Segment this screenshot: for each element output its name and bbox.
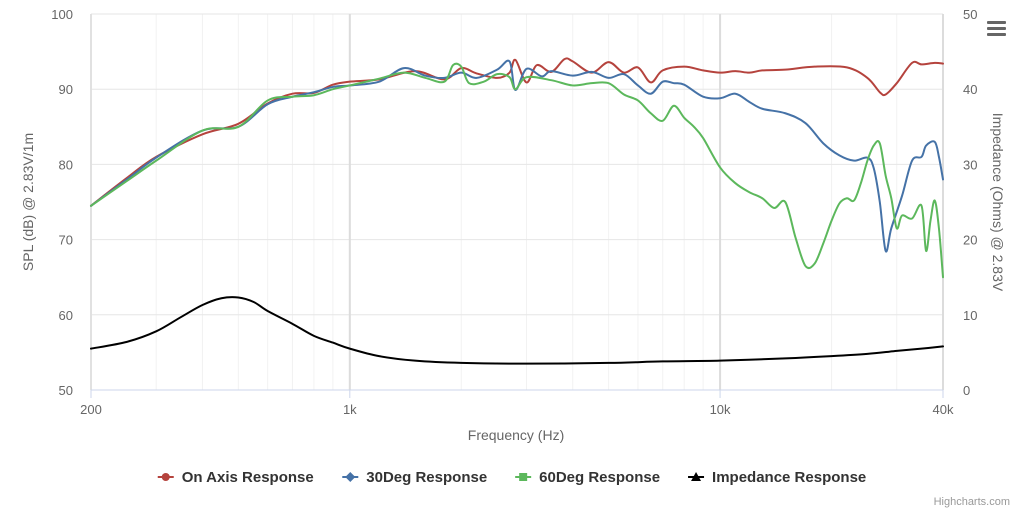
x-axis-ticks: 200 1k 10k 40k [80,390,954,417]
hamburger-icon [987,21,1006,36]
y2-tick-label: 20 [963,233,977,248]
x-tick-label: 10k [710,402,731,417]
x-tick-label: 1k [343,402,357,417]
legend-marker-square [519,473,528,481]
legend-marker-diamond [345,472,356,482]
legend-label: 30Deg Response [366,469,487,486]
legend-item[interactable]: 60Deg Response [515,469,660,486]
y2-axis-tick-labels: 0 10 20 30 40 50 [963,7,977,398]
y2-tick-label: 40 [963,82,977,97]
x-tick-label: 200 [80,402,102,417]
y-tick-label: 60 [59,308,73,323]
series-line-3 [90,296,944,365]
y2-tick-label: 0 [963,383,970,398]
y-tick-label: 90 [59,82,73,97]
series-line-2 [90,62,944,279]
legend-label: 60Deg Response [539,469,660,486]
y-tick-label: 50 [59,383,73,398]
x-tick-label: 40k [933,402,954,417]
y-tick-label: 100 [51,7,73,22]
series-layer [90,57,944,365]
chart-menu-button[interactable] [984,17,1010,39]
legend-item[interactable]: On Axis Response [157,469,314,486]
y2-tick-label: 10 [963,308,977,323]
y2-tick-label: 30 [963,157,977,172]
y2-axis-title: Impedance (Ohms) @ 2.83V [990,113,1006,292]
y-tick-label: 80 [59,157,73,172]
y-axis-title: SPL (dB) @ 2.83V/1m [20,133,36,271]
legend-label: On Axis Response [182,469,314,486]
y-tick-label: 70 [59,233,73,248]
y-axis-tick-labels: 50 60 70 80 90 100 [51,7,73,398]
chart-credits: Highcharts.com [934,496,1010,508]
legend-item[interactable]: Impedance Response [688,469,866,486]
y2-tick-label: 50 [963,7,977,22]
legend-marker-triangle [691,472,702,481]
legend-marker-circle [161,473,170,481]
legend: On Axis Response 30Deg Response 60Deg Resp… [157,469,866,486]
legend-label: Impedance Response [712,469,866,486]
legend-item[interactable]: 30Deg Response [342,469,487,486]
x-axis-title: Frequency (Hz) [468,427,564,443]
